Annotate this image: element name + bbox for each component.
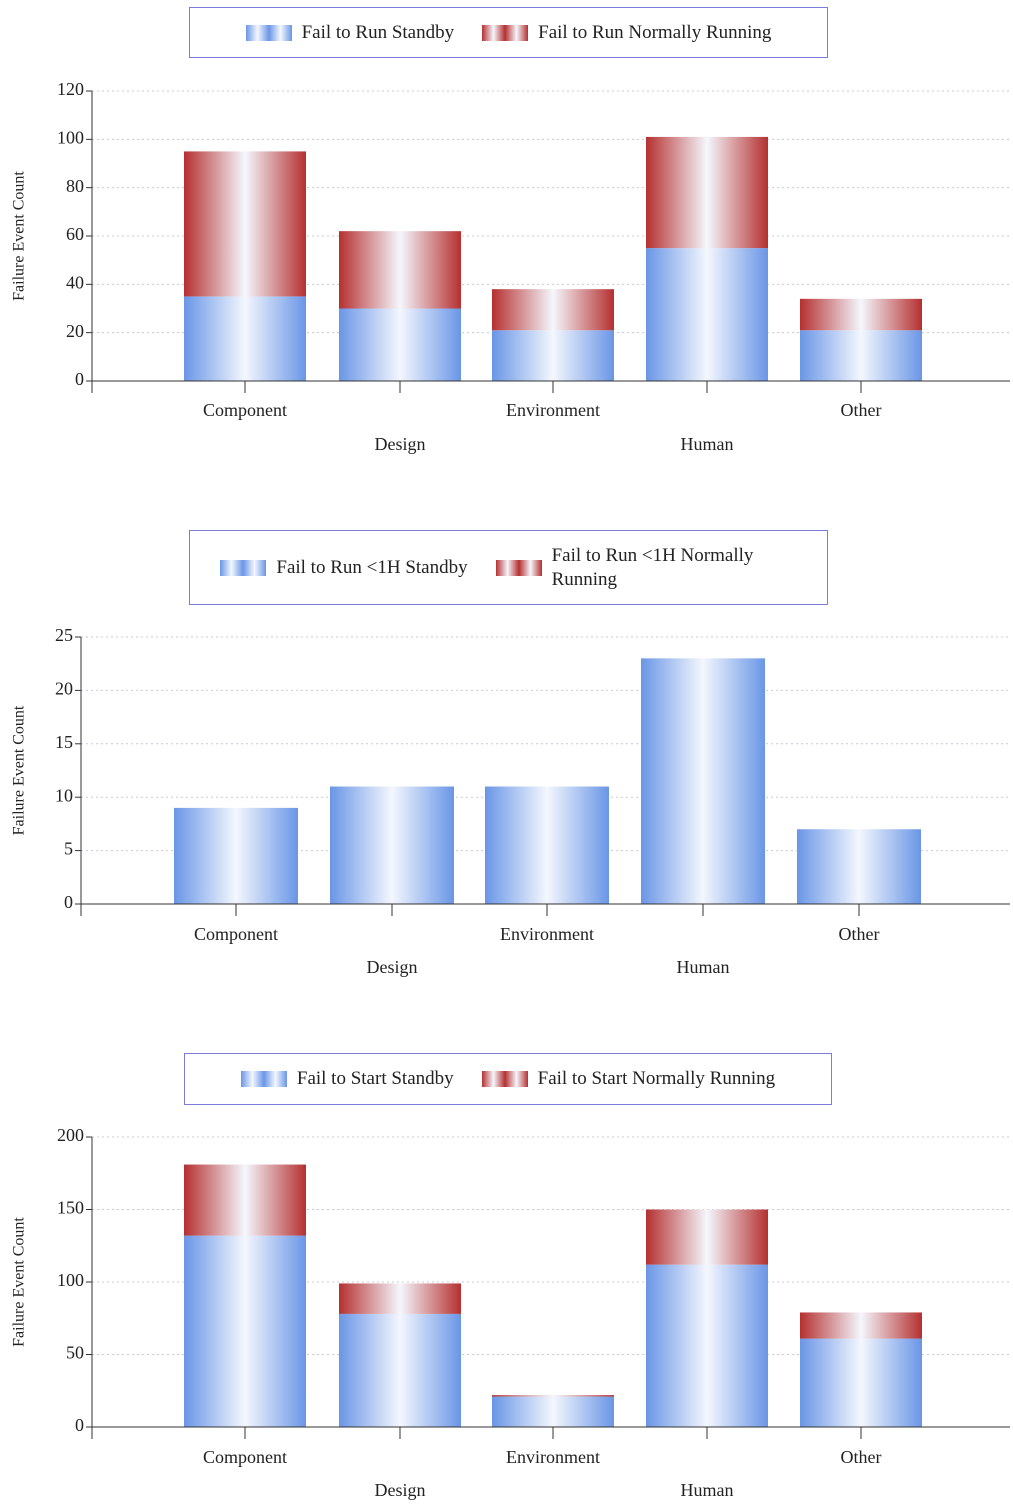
y-tick-label: 15 bbox=[55, 732, 73, 752]
bar bbox=[492, 330, 614, 381]
legend-label: Fail to Run Normally Running bbox=[538, 21, 772, 43]
legend-label: Fail to Start Normally Running bbox=[537, 1068, 776, 1089]
y-tick-label: 0 bbox=[64, 892, 73, 912]
bar bbox=[339, 1313, 461, 1427]
legend-item: Fail to Start Normally Running bbox=[481, 1067, 776, 1091]
x-tick-label: Design bbox=[367, 957, 418, 977]
x-tick-label: Design bbox=[375, 1480, 426, 1500]
y-tick-label: 10 bbox=[55, 785, 73, 805]
x-tick-label: Environment bbox=[506, 400, 600, 420]
x-tick-label: Component bbox=[203, 1447, 287, 1467]
legend-swatch bbox=[220, 559, 267, 576]
bar bbox=[184, 1235, 306, 1427]
bar bbox=[485, 786, 609, 904]
y-tick-label: 50 bbox=[66, 1343, 84, 1363]
legend-swatch bbox=[245, 24, 292, 41]
y-tick-label: 40 bbox=[66, 272, 84, 292]
bar bbox=[174, 807, 298, 904]
y-tick-label: 200 bbox=[57, 1125, 84, 1145]
bar bbox=[339, 308, 461, 381]
bar bbox=[339, 231, 461, 309]
bar bbox=[646, 1209, 768, 1265]
x-tick-label: Human bbox=[681, 434, 734, 454]
legend: Fail to Run <1H Standby Fail to Run <1H N… bbox=[189, 530, 828, 605]
x-tick-label: Other bbox=[841, 1447, 882, 1467]
y-axis-label: Failure Event Count bbox=[11, 705, 28, 835]
y-tick-label: 20 bbox=[55, 679, 73, 699]
legend-label: Fail to Start Standby bbox=[296, 1068, 454, 1089]
legend: Fail to Run Standby Fail to Run Normally … bbox=[189, 7, 828, 58]
y-axis-label: Failure Event Count bbox=[11, 171, 28, 301]
y-tick-label: 5 bbox=[64, 839, 73, 859]
legend-swatch bbox=[482, 24, 529, 41]
bar bbox=[184, 151, 306, 297]
x-tick-label: Design bbox=[375, 434, 426, 454]
bar bbox=[646, 248, 768, 381]
bar bbox=[492, 289, 614, 331]
y-tick-label: 150 bbox=[57, 1198, 84, 1218]
legend-label: Fail to Run <1H Normally Running bbox=[551, 544, 754, 590]
bar bbox=[800, 1338, 922, 1427]
y-tick-label: 20 bbox=[66, 321, 84, 341]
legend-item: Fail to Start Standby bbox=[240, 1067, 454, 1091]
legend-item: Fail to Run <1H Standby bbox=[220, 556, 468, 580]
x-tick-label: Other bbox=[841, 400, 882, 420]
bar bbox=[646, 1264, 768, 1427]
bar bbox=[330, 786, 454, 904]
bar bbox=[641, 658, 765, 904]
bar bbox=[184, 296, 306, 381]
y-tick-label: 80 bbox=[66, 176, 84, 196]
x-tick-label: Component bbox=[194, 924, 278, 944]
bar bbox=[492, 1396, 614, 1427]
bar bbox=[184, 1164, 306, 1236]
y-tick-label: 25 bbox=[55, 625, 73, 645]
legend-item: Fail to Run Normally Running bbox=[482, 21, 771, 45]
bar bbox=[797, 829, 921, 904]
x-tick-label: Human bbox=[677, 957, 730, 977]
y-tick-label: 100 bbox=[57, 127, 84, 147]
x-tick-label: Environment bbox=[500, 924, 594, 944]
x-tick-label: Human bbox=[681, 1480, 734, 1500]
bar bbox=[339, 1283, 461, 1314]
legend-swatch bbox=[481, 1071, 528, 1087]
bar bbox=[800, 1312, 922, 1339]
y-tick-label: 60 bbox=[66, 224, 84, 244]
x-tick-label: Other bbox=[839, 924, 880, 944]
legend-label: Fail to Run <1H Standby bbox=[276, 556, 468, 578]
x-tick-label: Component bbox=[203, 400, 287, 420]
y-tick-label: 0 bbox=[75, 1415, 84, 1435]
bar bbox=[800, 298, 922, 331]
legend-label: Fail to Run Standby bbox=[301, 21, 455, 43]
legend-swatch bbox=[240, 1071, 287, 1087]
x-tick-label: Environment bbox=[506, 1447, 600, 1467]
legend-item: Fail to Run Standby bbox=[245, 21, 455, 45]
y-tick-label: 120 bbox=[57, 79, 84, 99]
legend-item: Fail to Run <1H Normally Running bbox=[495, 544, 797, 592]
legend: Fail to Start Standby Fail to Start Norma… bbox=[184, 1053, 832, 1105]
y-axis-label: Failure Event Count bbox=[11, 1217, 28, 1347]
bar bbox=[492, 1395, 614, 1397]
bar bbox=[800, 330, 922, 381]
y-tick-label: 100 bbox=[57, 1270, 84, 1290]
legend-swatch bbox=[495, 559, 542, 576]
y-tick-label: 0 bbox=[75, 369, 84, 389]
bar bbox=[646, 136, 768, 249]
